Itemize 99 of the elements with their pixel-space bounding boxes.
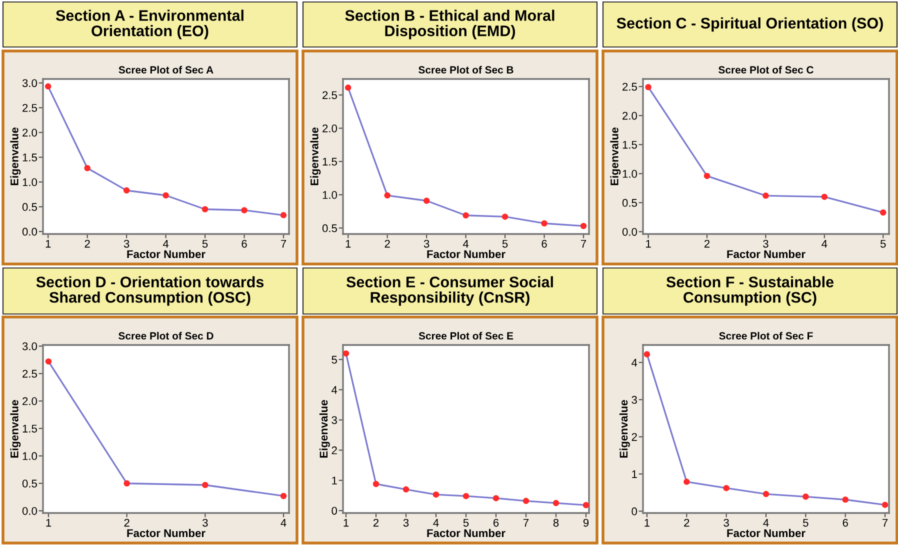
y-tick-label: 0.5	[22, 480, 37, 488]
y-tick-label: 2	[632, 433, 637, 441]
y-tick-label: 2.5	[622, 82, 637, 91]
x-tick-label: 4	[433, 518, 439, 527]
y-axis-title: Eigenvalue	[310, 128, 321, 186]
chart-title: Section F - Sustainable Consumption (SC)	[666, 276, 834, 306]
chart-subtitle: Scree Plot of Sec B	[418, 66, 514, 74]
x-tick-label: 1	[46, 240, 51, 248]
y-tick-label: 0.5	[622, 198, 637, 207]
chart-title: Section B - Ethical and Moral Disposition (EMD)	[345, 10, 554, 40]
y-tick-label: 1	[332, 476, 337, 484]
y-tick-label: 2.5	[22, 370, 37, 378]
y-tick-label: 5	[332, 356, 337, 364]
x-tick-label: 5	[463, 518, 469, 527]
x-tick-label: 3	[424, 240, 430, 248]
chart-title: Section E - Consumer Social Responsibility (CnSR)	[346, 276, 553, 306]
chart-subtitle: Scree Plot of Sec D	[118, 332, 214, 340]
chart-subtitle: Scree Plot of Sec F	[719, 332, 813, 340]
y-tick-label: 2	[332, 446, 337, 454]
x-tick-label: 5	[803, 518, 808, 527]
chart-title: Section D - Orientation towards Shared Consumption (OSC)	[36, 276, 264, 306]
y-tick-label: 1.0	[322, 191, 338, 199]
y-tick-label: 3	[332, 416, 337, 424]
chart-title: Section A - Environmental Orientation (EO)	[56, 10, 244, 40]
x-axis-title: Factor Number	[127, 250, 206, 258]
y-tick-label: 1.0	[622, 170, 638, 178]
x-tick-label: 2	[124, 518, 130, 527]
x-tick-label: 6	[842, 518, 848, 527]
y-axis-title: Eigenvalue	[619, 400, 630, 458]
x-tick-label: 1	[344, 518, 349, 527]
x-tick-label: 2	[373, 518, 379, 527]
y-tick-label: 0	[332, 506, 338, 515]
y-tick-label: 1.5	[622, 140, 637, 149]
chart-subtitle: Scree Plot of Sec A	[118, 66, 214, 74]
y-tick-label: 1.5	[322, 158, 337, 166]
x-tick-label: 1	[346, 240, 351, 248]
y-tick-label: 3.0	[22, 79, 38, 88]
y-tick-label: 3	[632, 396, 637, 404]
y-tick-label: 1.0	[22, 452, 38, 460]
y-tick-label: 0.0	[622, 228, 638, 236]
y-tick-label: 4	[632, 358, 638, 366]
x-tick-label: 4	[763, 518, 769, 527]
x-tick-label: 2	[684, 518, 690, 527]
y-tick-label: 2.5	[322, 91, 337, 100]
y-tick-label: 1.0	[22, 178, 38, 186]
y-tick-label: 0.0	[22, 228, 38, 236]
x-tick-label: 6	[542, 240, 547, 248]
x-axis-title: Factor Number	[427, 528, 506, 538]
x-tick-label: 4	[822, 240, 828, 248]
x-tick-label: 7	[580, 240, 586, 248]
x-tick-label: 1	[646, 240, 651, 248]
x-tick-label: 4	[462, 240, 469, 248]
x-tick-label: 3	[202, 518, 208, 527]
x-tick-label: 5	[880, 240, 886, 248]
y-axis-title: Eigenvalue	[319, 400, 330, 458]
x-tick-label: 1	[46, 518, 52, 527]
x-tick-label: 9	[583, 518, 589, 527]
y-axis-title: Eigenvalue	[10, 128, 21, 186]
x-tick-label: 8	[553, 518, 559, 527]
chart-title: Section C - Spiritual Orientation (SO)	[616, 17, 883, 32]
y-axis-title: Eigenvalue	[610, 128, 621, 186]
y-tick-label: 2.5	[22, 104, 37, 112]
y-tick-label: 4	[332, 386, 338, 394]
chart-subtitle: Scree Plot of Sec C	[718, 66, 814, 74]
x-axis-title: Factor Number	[127, 528, 206, 538]
y-axis-title: Eigenvalue	[10, 400, 21, 458]
x-tick-label: 3	[763, 240, 768, 248]
y-tick-label: 0	[632, 507, 638, 516]
x-axis-title: Factor Number	[427, 250, 506, 258]
y-tick-label: 3.0	[22, 342, 38, 350]
x-tick-label: 7	[523, 518, 529, 527]
x-tick-label: 3	[403, 518, 409, 527]
y-tick-label: 0.5	[322, 224, 337, 232]
x-tick-label: 4	[280, 518, 286, 527]
x-tick-label: 2	[384, 240, 390, 248]
x-tick-label: 7	[280, 240, 286, 248]
x-tick-label: 4	[162, 240, 169, 248]
x-tick-label: 2	[84, 240, 90, 248]
y-tick-label: 2.0	[322, 124, 338, 132]
x-tick-label: 6	[242, 240, 247, 248]
x-tick-label: 2	[704, 240, 710, 248]
y-tick-label: 2.0	[22, 128, 38, 137]
x-tick-label: 1	[644, 518, 650, 527]
y-tick-label: 1.5	[22, 154, 37, 162]
y-tick-label: 0.5	[22, 203, 37, 211]
x-tick-label: 5	[502, 240, 508, 248]
x-axis-title: Factor Number	[727, 250, 806, 258]
y-tick-label: 1.5	[22, 424, 37, 433]
x-tick-label: 3	[724, 518, 729, 527]
chart-subtitle: Scree Plot of Sec E	[418, 332, 514, 340]
y-tick-label: 2.0	[22, 397, 38, 406]
x-tick-label: 7	[882, 518, 888, 527]
x-tick-label: 6	[493, 518, 499, 527]
x-tick-label: 3	[124, 240, 130, 248]
y-tick-label: 0.0	[22, 507, 38, 515]
x-tick-label: 5	[202, 240, 208, 248]
x-axis-title: Factor Number	[727, 528, 806, 538]
y-tick-label: 2.0	[622, 112, 638, 120]
y-tick-label: 1	[632, 470, 637, 478]
